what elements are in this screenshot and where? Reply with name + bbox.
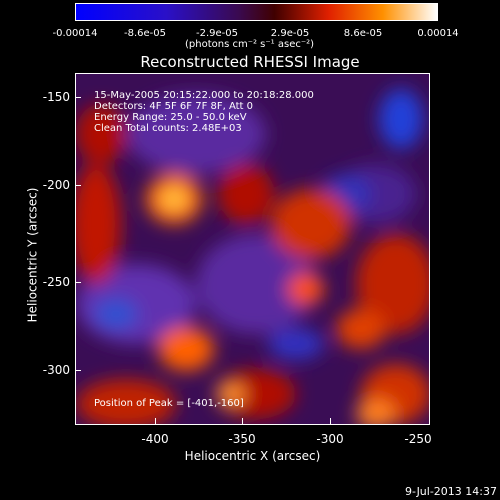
annotation-clean: Clean Total counts: 2.48E+03: [94, 123, 242, 134]
y-axis-label: Heliocentric Y (arcsec): [25, 187, 40, 323]
x-tick-label: -250: [404, 432, 432, 446]
colorbar-units: (photons cm⁻² s⁻¹ asec⁻²): [185, 39, 315, 50]
colorbar-tick: -2.9e-05: [196, 28, 238, 39]
x-tick-mark: [242, 418, 243, 425]
colorbar-tick: -0.00014: [52, 28, 98, 39]
colorbar-tick: -8.6e-05: [124, 28, 166, 39]
x-tick-label: -300: [316, 432, 344, 446]
y-tick-label: -200: [42, 178, 70, 192]
y-tick-label: -150: [42, 90, 70, 104]
y-tick-label: -250: [42, 275, 70, 289]
annotation-time: 15-May-2005 20:15:22.000 to 20:18:28.000: [94, 90, 314, 101]
x-tick-label: -350: [228, 432, 256, 446]
x-tick-mark: [155, 418, 156, 425]
y-tick-mark: [75, 370, 81, 371]
y-tick-mark: [75, 97, 81, 98]
annotation-peak: Position of Peak = [-401,-160]: [94, 398, 244, 409]
plot-title: Reconstructed RHESSI Image: [140, 53, 360, 71]
y-tick-label: -300: [42, 363, 70, 377]
x-tick-mark: [330, 418, 331, 425]
rhessi-image-panel: 15-May-2005 20:15:22.000 to 20:18:28.000…: [75, 73, 430, 425]
x-tick-label: -400: [141, 432, 169, 446]
y-tick-mark: [75, 185, 81, 186]
colorbar: [75, 3, 438, 21]
colorbar-tick: 8.6e-05: [343, 28, 383, 39]
annotation-detectors: Detectors: 4F 5F 6F 7F 8F, Att 0: [94, 101, 254, 112]
x-axis-label: Heliocentric X (arcsec): [184, 449, 321, 463]
rhessi-image: [76, 74, 429, 424]
colorbar-tick: 0.00014: [417, 28, 459, 39]
footer-date: 9-Jul-2013 14:37: [404, 485, 497, 498]
annotation-energy: Energy Range: 25.0 - 50.0 keV: [94, 112, 247, 123]
colorbar-tick: 2.9e-05: [270, 28, 310, 39]
y-tick-mark: [75, 282, 81, 283]
